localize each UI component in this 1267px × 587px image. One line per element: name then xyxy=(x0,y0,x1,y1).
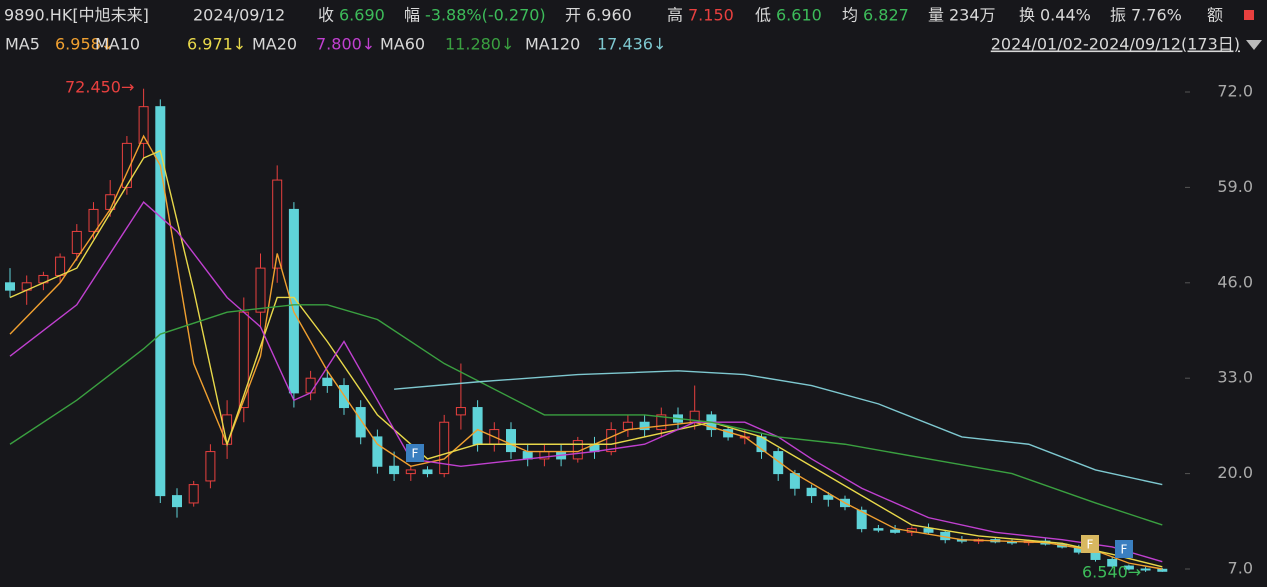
stat-value: 6.690 xyxy=(339,6,385,25)
candle-body xyxy=(1123,565,1134,570)
event-marker: F xyxy=(1121,543,1128,557)
min-annotation: 6.540→ xyxy=(1082,563,1141,582)
candle-body xyxy=(405,469,416,475)
candle-body xyxy=(622,421,633,431)
legend-label: MA120 xyxy=(525,35,580,54)
ma-line xyxy=(9,201,1163,563)
stat-label: 低 xyxy=(755,6,771,25)
candle-body xyxy=(71,230,82,254)
event-marker: F xyxy=(412,447,419,461)
candle-body xyxy=(172,495,182,508)
stat-label: 收 xyxy=(318,6,334,25)
stat-value: 6.610 xyxy=(776,6,822,25)
candle-body xyxy=(305,377,316,394)
candle-body xyxy=(656,414,667,431)
ma-line xyxy=(394,370,1163,486)
ma-line xyxy=(9,149,1163,568)
candle-body xyxy=(522,451,533,460)
candle-body xyxy=(255,267,266,313)
legend-value: 11.280↓ xyxy=(445,35,514,54)
candle-body xyxy=(288,208,299,394)
candle-body xyxy=(856,509,867,530)
candle-body xyxy=(806,487,817,497)
ma-line xyxy=(9,134,1163,570)
legend-value: 6.958↓ xyxy=(55,35,114,54)
candle-body xyxy=(155,106,166,497)
legend-value: 6.971↓ xyxy=(187,35,246,54)
stock-code: 9890.HK[中旭未来] xyxy=(4,6,149,25)
candle-body xyxy=(1157,568,1168,572)
stat-value: -3.88%(-0.270) xyxy=(425,6,546,25)
stat-value: 234万 xyxy=(949,6,996,25)
y-tick-label: 20.0 xyxy=(1217,463,1253,482)
candle-body xyxy=(923,528,934,533)
candle-body xyxy=(121,142,132,188)
candle-body xyxy=(606,429,617,453)
event-marker-box xyxy=(406,444,424,462)
stat-label: 幅 xyxy=(404,6,420,25)
y-tick-label: 33.0 xyxy=(1217,368,1253,387)
candle-body xyxy=(873,528,884,531)
alert-icon[interactable] xyxy=(1244,10,1254,20)
candle-body xyxy=(1140,568,1151,571)
legend-label: MA10 xyxy=(95,35,140,54)
candle-body xyxy=(890,529,901,533)
candle-body xyxy=(138,106,149,144)
event-marker-box xyxy=(1115,540,1133,558)
candle-body xyxy=(205,451,216,482)
stat-value: 7.76% xyxy=(1131,6,1182,25)
max-annotation: 72.450→ xyxy=(65,78,134,97)
legend-label: MA5 xyxy=(5,35,40,54)
stat-value: 0.44% xyxy=(1040,6,1091,25)
stat-value: 6.827 xyxy=(863,6,909,25)
legend-value: 7.800↓ xyxy=(316,35,375,54)
candle-body xyxy=(472,407,483,445)
candle-body xyxy=(823,495,834,500)
candle-body xyxy=(506,429,516,453)
legend-label: MA20 xyxy=(252,35,297,54)
stat-label: 换 xyxy=(1019,6,1035,25)
date: 2024/09/12 xyxy=(193,6,285,25)
dropdown-icon[interactable] xyxy=(1246,40,1262,50)
candle-body xyxy=(188,484,199,504)
candle-body xyxy=(372,436,383,467)
candle-body xyxy=(773,451,784,475)
candle-body xyxy=(1107,558,1118,567)
y-tick-label: 72.0 xyxy=(1217,82,1253,101)
candle-body xyxy=(389,465,400,475)
candle-body xyxy=(88,208,99,232)
legend-value: 17.436↓ xyxy=(597,35,666,54)
stat-label: 均 xyxy=(842,6,858,25)
stat-value: 7.150 xyxy=(688,6,734,25)
event-marker: F xyxy=(1087,538,1094,552)
stat-label: 振 xyxy=(1110,6,1126,25)
y-tick-label: 7.0 xyxy=(1228,559,1253,578)
stat-label: 开 xyxy=(565,6,581,25)
date-range[interactable]: 2024/01/02-2024/09/12(173日) xyxy=(991,35,1240,54)
y-tick-label: 46.0 xyxy=(1217,272,1253,291)
ma-line xyxy=(9,304,1163,526)
candle-body xyxy=(55,256,66,276)
candle-body xyxy=(455,407,466,416)
stat-value: 6.960 xyxy=(586,6,632,25)
candle-body xyxy=(439,421,450,475)
candle-body xyxy=(5,282,15,291)
candle-body xyxy=(272,179,283,269)
candle-body xyxy=(322,377,333,387)
candle-body xyxy=(355,407,366,438)
stat-label: 高 xyxy=(667,6,683,25)
candle-body xyxy=(1090,551,1101,560)
event-marker-box xyxy=(1081,535,1099,553)
stat-label: 量 xyxy=(928,6,944,25)
candle-body xyxy=(639,421,650,431)
legend-label: MA60 xyxy=(380,35,425,54)
stat-label: 额 xyxy=(1207,6,1223,25)
candle-body xyxy=(422,469,433,475)
y-tick-label: 59.0 xyxy=(1217,177,1253,196)
